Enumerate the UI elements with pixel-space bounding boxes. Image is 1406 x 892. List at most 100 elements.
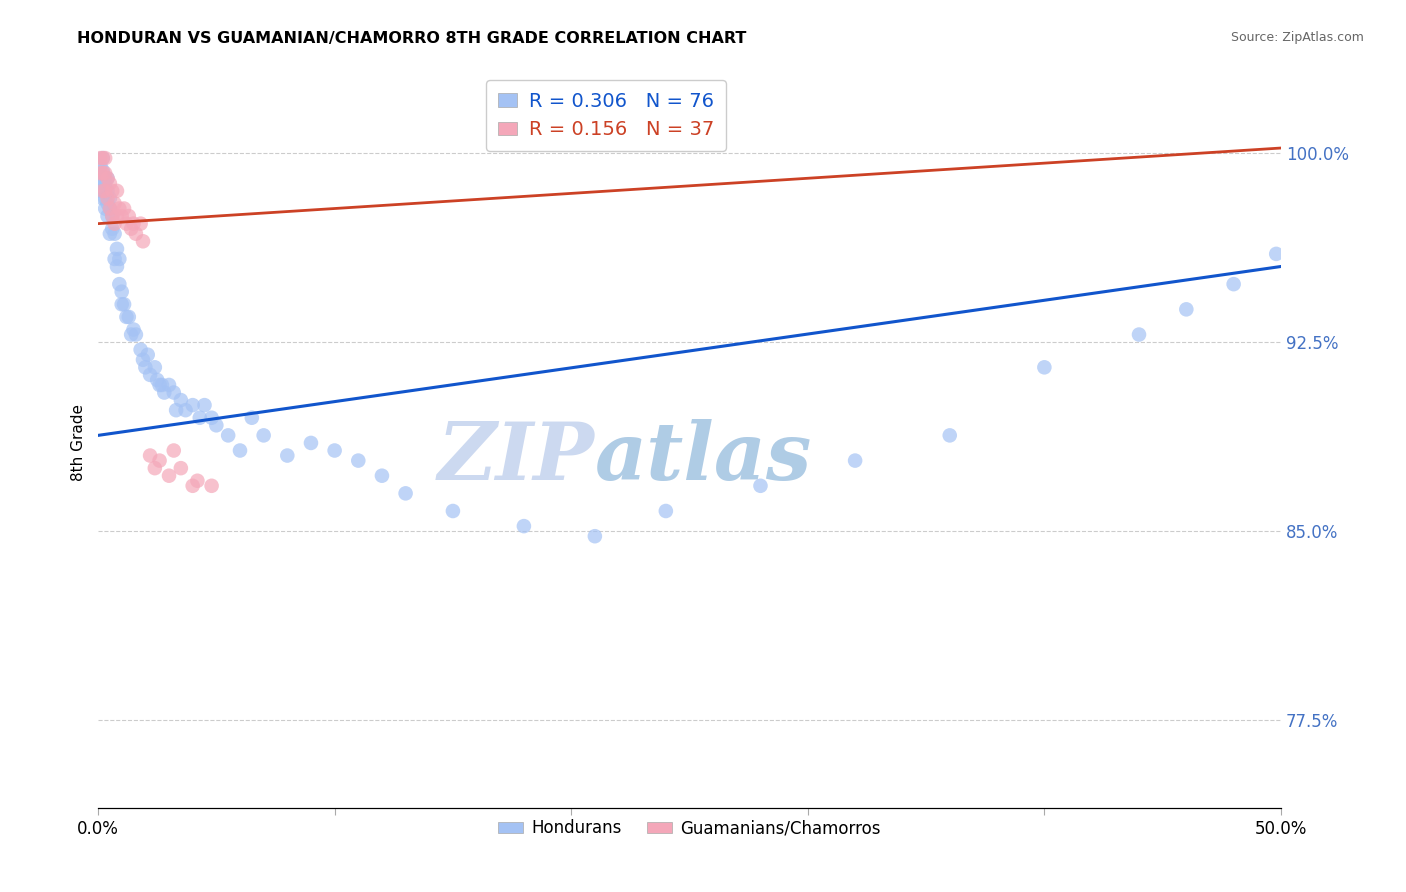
Point <box>371 468 394 483</box>
Point <box>108 252 131 266</box>
Point <box>174 403 197 417</box>
Point <box>104 217 127 231</box>
Point <box>101 209 124 223</box>
Point <box>148 378 170 392</box>
Point <box>122 217 145 231</box>
Point <box>94 202 117 216</box>
Point <box>118 310 141 324</box>
Point <box>94 171 117 186</box>
Point <box>157 378 180 392</box>
Point <box>120 327 142 342</box>
Point <box>94 151 117 165</box>
Point <box>101 221 124 235</box>
Point <box>104 227 127 241</box>
Point <box>139 368 162 382</box>
Point <box>148 453 170 467</box>
Point <box>104 252 127 266</box>
Point <box>193 398 215 412</box>
Point <box>132 352 155 367</box>
Point <box>96 184 118 198</box>
Text: atlas: atlas <box>595 419 813 496</box>
Point <box>253 428 276 442</box>
Point <box>94 191 117 205</box>
Point <box>112 297 135 311</box>
Point <box>139 449 162 463</box>
Point <box>96 191 118 205</box>
Point <box>132 234 155 248</box>
Point <box>98 227 121 241</box>
Point <box>112 202 135 216</box>
Point <box>749 479 772 493</box>
Point <box>89 151 111 165</box>
Point <box>513 519 536 533</box>
Point <box>98 177 121 191</box>
Point <box>101 209 124 223</box>
Point <box>188 410 211 425</box>
Point <box>111 297 134 311</box>
Text: Source: ZipAtlas.com: Source: ZipAtlas.com <box>1230 31 1364 45</box>
Point <box>96 171 118 186</box>
Point <box>89 166 111 180</box>
Point <box>122 322 145 336</box>
Point <box>91 163 114 178</box>
Point <box>89 171 111 186</box>
Point <box>347 453 370 467</box>
Point <box>205 418 228 433</box>
Point <box>276 449 298 463</box>
Point <box>108 202 131 216</box>
Point <box>91 151 114 165</box>
Point <box>98 191 121 205</box>
Point <box>170 461 193 475</box>
Text: ZIP: ZIP <box>439 419 595 496</box>
Point <box>91 184 114 198</box>
Point <box>129 343 152 357</box>
Point <box>120 221 142 235</box>
Point <box>136 348 159 362</box>
Point <box>1175 302 1198 317</box>
Legend: Hondurans, Guamanians/Chamorros: Hondurans, Guamanians/Chamorros <box>492 813 887 844</box>
Point <box>104 196 127 211</box>
Point <box>91 151 114 165</box>
Point <box>111 285 134 299</box>
Point <box>115 217 138 231</box>
Point <box>165 403 187 417</box>
Point <box>96 196 118 211</box>
Point <box>1128 327 1150 342</box>
Point <box>94 166 117 180</box>
Point <box>1222 277 1244 292</box>
Point <box>163 443 186 458</box>
Point <box>323 443 346 458</box>
Y-axis label: 8th Grade: 8th Grade <box>72 404 86 482</box>
Point <box>91 166 114 180</box>
Point <box>146 373 169 387</box>
Point <box>96 209 118 223</box>
Point <box>143 360 166 375</box>
Point <box>153 385 176 400</box>
Point <box>134 360 156 375</box>
Point <box>94 184 117 198</box>
Point <box>844 453 866 467</box>
Point <box>583 529 606 543</box>
Point <box>201 410 224 425</box>
Point <box>150 378 173 392</box>
Point <box>163 385 186 400</box>
Point <box>115 310 138 324</box>
Point <box>105 260 128 274</box>
Point <box>655 504 678 518</box>
Point <box>201 479 224 493</box>
Point <box>240 410 263 425</box>
Point <box>89 184 111 198</box>
Point <box>1033 360 1056 375</box>
Point <box>129 217 152 231</box>
Point <box>91 191 114 205</box>
Point <box>170 393 193 408</box>
Point <box>111 209 134 223</box>
Point <box>441 504 464 518</box>
Point <box>105 209 128 223</box>
Point <box>181 398 204 412</box>
Point <box>938 428 960 442</box>
Point <box>157 468 180 483</box>
Point <box>96 171 118 186</box>
Point <box>105 184 128 198</box>
Point <box>1265 247 1288 261</box>
